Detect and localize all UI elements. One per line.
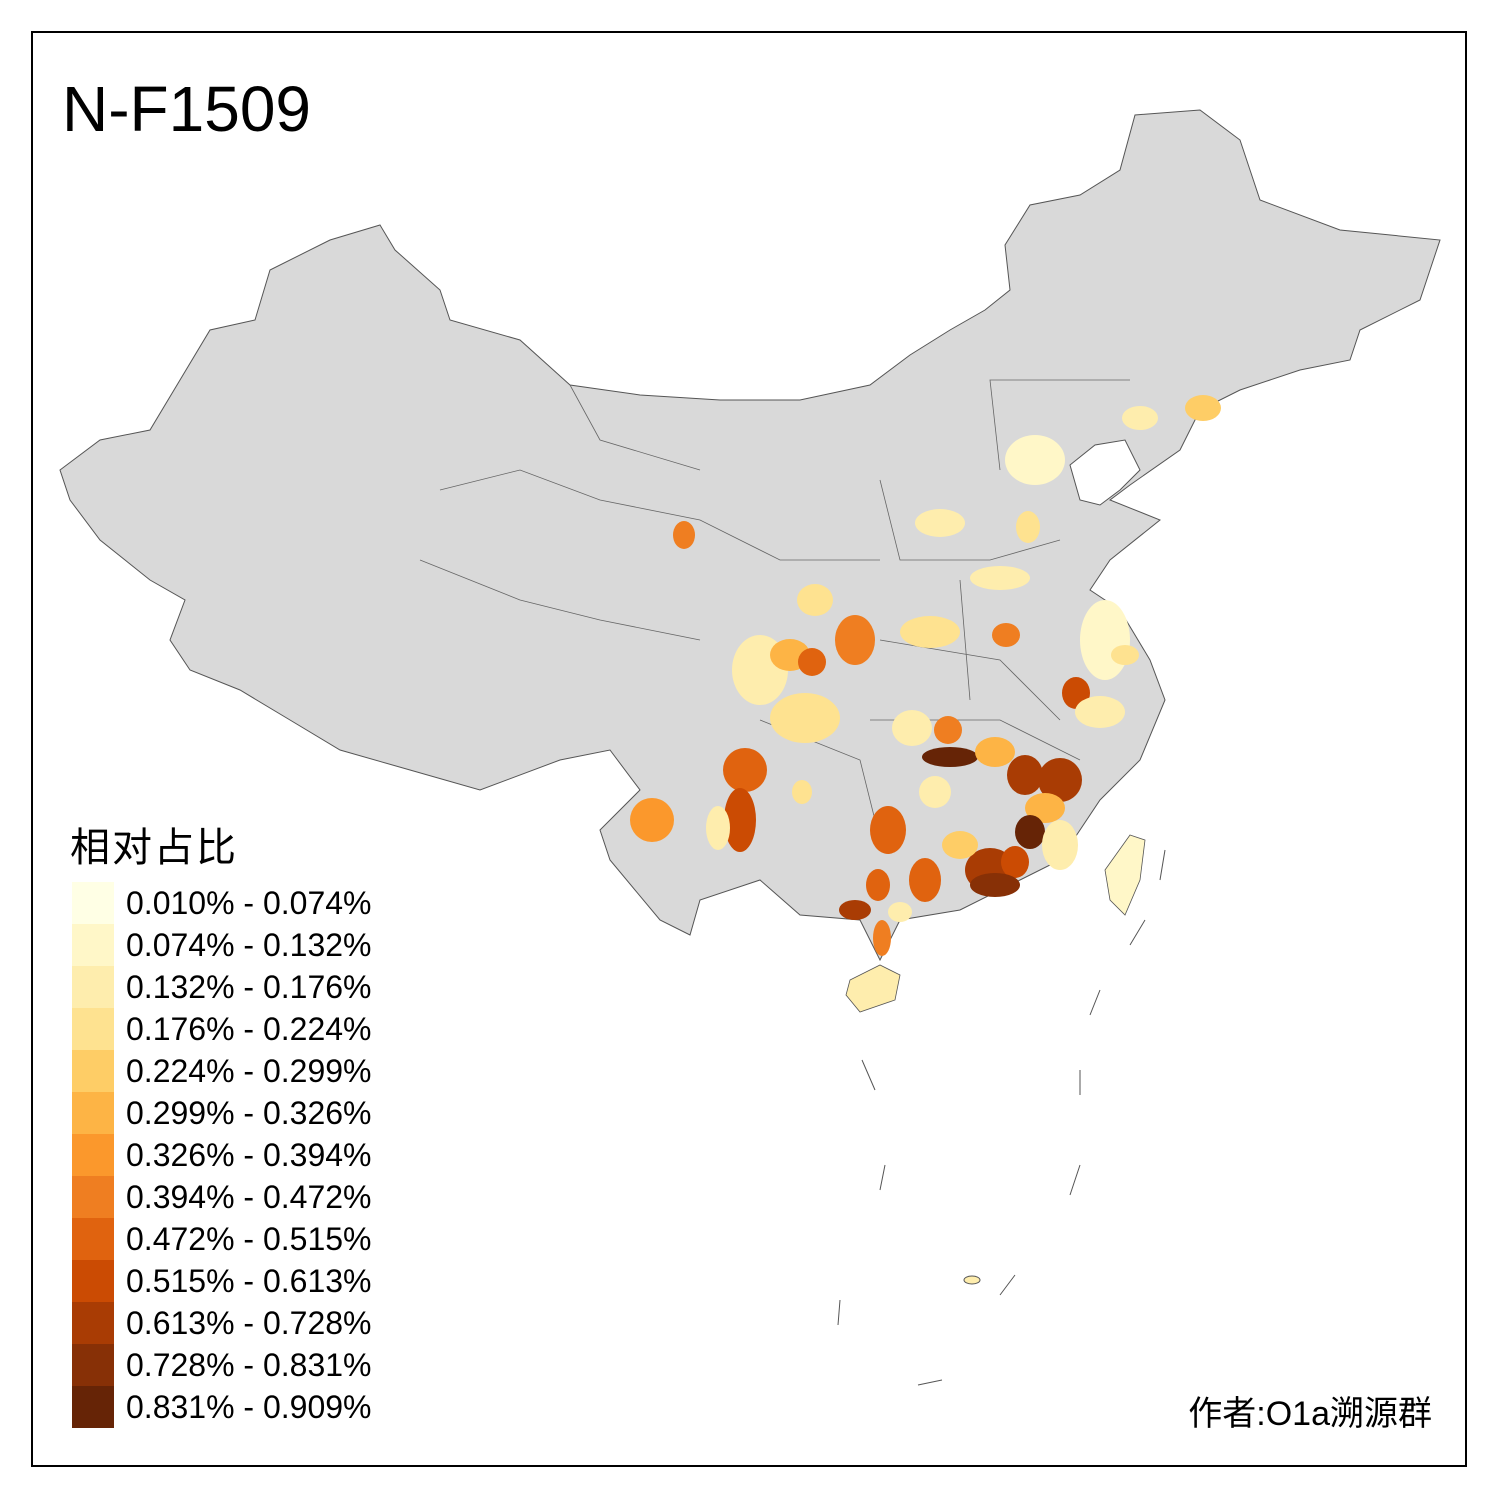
region bbox=[1111, 645, 1139, 665]
bohai-sea bbox=[1069, 439, 1141, 506]
legend-label: 0.515% - 0.613% bbox=[126, 1262, 372, 1299]
country-outline bbox=[59, 109, 1441, 962]
region bbox=[630, 798, 674, 842]
map-title: N-F1509 bbox=[62, 73, 311, 145]
legend-swatch bbox=[72, 924, 114, 966]
region bbox=[873, 920, 891, 956]
legend-label: 0.299% - 0.326% bbox=[126, 1094, 372, 1131]
region bbox=[915, 509, 965, 537]
legend-swatch bbox=[72, 1260, 114, 1302]
author-credit: 作者:O1a溯源群 bbox=[1188, 1395, 1432, 1433]
region bbox=[1015, 815, 1045, 849]
region bbox=[1007, 755, 1043, 795]
data-regions bbox=[630, 395, 1221, 956]
region bbox=[706, 806, 730, 850]
legend-item: 0.326% - 0.394% bbox=[72, 1134, 372, 1176]
legend-label: 0.132% - 0.176% bbox=[126, 968, 372, 1005]
region bbox=[1185, 395, 1221, 421]
region bbox=[839, 900, 871, 920]
legend-swatch bbox=[72, 882, 114, 924]
legend-item: 0.394% - 0.472% bbox=[72, 1176, 372, 1218]
region bbox=[888, 902, 912, 922]
region bbox=[1016, 511, 1040, 543]
legend-item: 0.299% - 0.326% bbox=[72, 1092, 372, 1134]
region bbox=[866, 869, 890, 901]
legend-item: 0.728% - 0.831% bbox=[72, 1344, 372, 1386]
south-china-sea-islands bbox=[837, 849, 1166, 1386]
legend-swatch bbox=[72, 1092, 114, 1134]
legend-label: 0.613% - 0.728% bbox=[126, 1304, 372, 1341]
region bbox=[798, 648, 826, 676]
region bbox=[673, 521, 695, 549]
region bbox=[1005, 435, 1065, 485]
legend-item: 0.224% - 0.299% bbox=[72, 1050, 372, 1092]
region bbox=[870, 806, 906, 854]
legend-swatch bbox=[72, 1344, 114, 1386]
region bbox=[909, 858, 941, 902]
region bbox=[1122, 406, 1158, 430]
region bbox=[1075, 696, 1125, 728]
region-hainan bbox=[845, 964, 901, 1013]
legend-item: 0.472% - 0.515% bbox=[72, 1218, 372, 1260]
legend: 0.010% - 0.074% 0.074% - 0.132% 0.132% - 0… bbox=[72, 882, 372, 1428]
legend-swatch bbox=[72, 1008, 114, 1050]
region bbox=[835, 615, 875, 665]
region bbox=[919, 776, 951, 808]
region bbox=[934, 716, 962, 744]
legend-label: 0.326% - 0.394% bbox=[126, 1136, 372, 1173]
legend-item: 0.074% - 0.132% bbox=[72, 924, 372, 966]
legend-swatch bbox=[72, 1218, 114, 1260]
legend-swatch bbox=[72, 1386, 114, 1428]
legend-label: 0.472% - 0.515% bbox=[126, 1220, 372, 1257]
legend-item: 0.515% - 0.613% bbox=[72, 1260, 372, 1302]
region bbox=[1001, 846, 1029, 878]
region bbox=[892, 710, 932, 746]
region bbox=[992, 623, 1020, 647]
legend-swatch bbox=[72, 1176, 114, 1218]
legend-swatch bbox=[72, 1050, 114, 1092]
region bbox=[900, 616, 960, 648]
region bbox=[723, 748, 767, 792]
region bbox=[724, 788, 756, 852]
legend-swatch bbox=[72, 966, 114, 1008]
region bbox=[942, 831, 978, 859]
region bbox=[1038, 758, 1082, 802]
region-taiwan bbox=[1104, 834, 1146, 916]
region bbox=[797, 584, 833, 616]
region bbox=[792, 780, 812, 804]
region bbox=[922, 747, 978, 767]
region bbox=[970, 873, 1020, 897]
region bbox=[1042, 820, 1078, 870]
region bbox=[770, 693, 840, 743]
legend-label: 0.074% - 0.132% bbox=[126, 926, 372, 963]
legend-swatch bbox=[72, 1134, 114, 1176]
region bbox=[1025, 793, 1065, 823]
legend-item: 0.132% - 0.176% bbox=[72, 966, 372, 1008]
region bbox=[975, 737, 1015, 767]
legend-label: 0.176% - 0.224% bbox=[126, 1010, 372, 1047]
legend-item: 0.010% - 0.074% bbox=[72, 882, 372, 924]
plot-frame bbox=[31, 31, 1467, 1467]
legend-label: 0.224% - 0.299% bbox=[126, 1052, 372, 1089]
province-borders bbox=[419, 379, 1130, 841]
legend-item: 0.613% - 0.728% bbox=[72, 1302, 372, 1344]
legend-item: 0.176% - 0.224% bbox=[72, 1008, 372, 1050]
legend-title: 相对占比 bbox=[70, 826, 238, 870]
legend-swatch bbox=[72, 1302, 114, 1344]
region bbox=[970, 566, 1030, 590]
region bbox=[1080, 600, 1130, 680]
legend-label: 0.394% - 0.472% bbox=[126, 1178, 372, 1215]
legend-label: 0.010% - 0.074% bbox=[126, 884, 372, 921]
legend-item: 0.831% - 0.909% bbox=[72, 1386, 372, 1428]
legend-label: 0.831% - 0.909% bbox=[126, 1388, 372, 1425]
legend-label: 0.728% - 0.831% bbox=[126, 1346, 372, 1383]
